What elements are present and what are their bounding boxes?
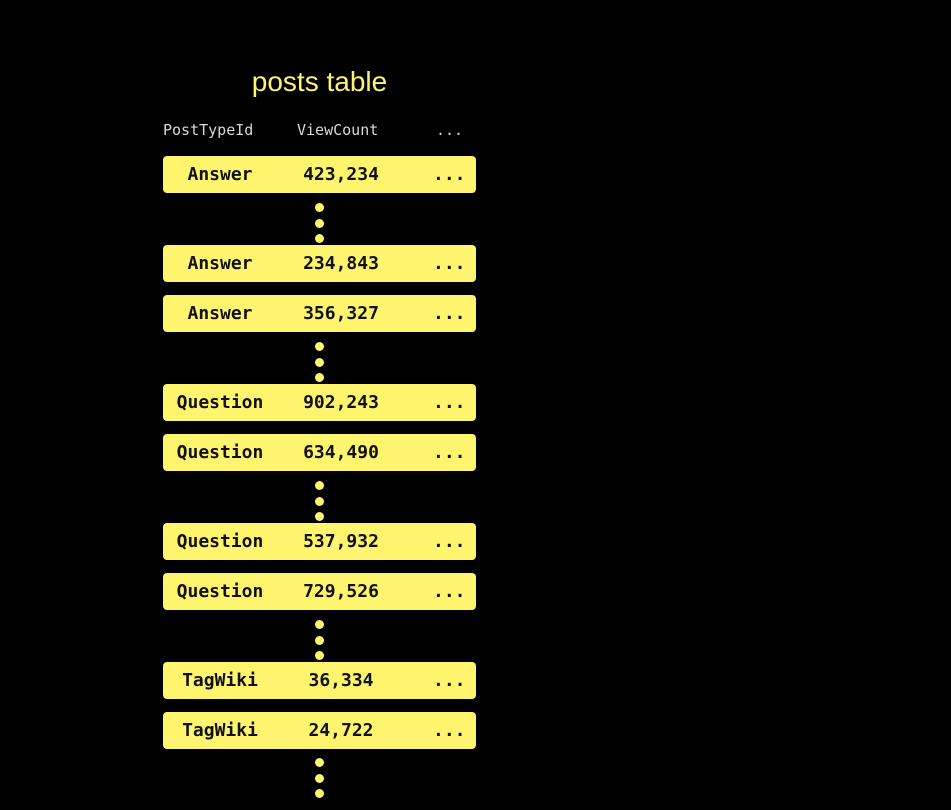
view-count-cell: 36,334 [308,670,374,691]
more-cell: ... [433,253,466,274]
more-cell: ... [433,164,466,185]
view-count-cell: 902,243 [303,392,379,413]
more-cell: ... [433,670,466,691]
ellipsis-dot [315,789,324,798]
post-type-cell: TagWiki [182,670,258,691]
post-type-cell: TagWiki [182,720,258,741]
table-row: TagWiki 24,722... [163,712,476,749]
view-count-cell: 729,526 [303,581,379,602]
more-cell: ... [433,581,466,602]
column-header-viewcount: ViewCount [297,121,379,139]
more-cell: ... [433,720,466,741]
table-row: Question 902,243... [163,384,476,421]
post-type-cell: Answer [187,303,253,324]
more-cell: ... [433,303,466,324]
more-cell: ... [433,442,466,463]
ellipsis-dot [315,758,324,767]
ellipsis-dot [315,481,324,490]
post-type-cell: Question [176,392,264,413]
table-row: Answer 234,843... [163,245,476,282]
ellipsis-dot [315,620,324,629]
view-count-cell: 24,722 [308,720,374,741]
view-count-cell: 537,932 [303,531,379,552]
table-row: Answer 356,327... [163,295,476,332]
post-type-cell: Answer [187,164,253,185]
table-row: Question 729,526... [163,573,476,610]
post-type-cell: Question [176,581,264,602]
ellipsis-dot [315,496,324,506]
column-header-more: ... [436,121,464,139]
table-row: TagWiki 36,334... [163,662,476,699]
post-type-cell: Question [176,442,264,463]
table-row: Answer 423,234... [163,156,476,193]
ellipsis-dot [315,357,324,367]
more-cell: ... [433,531,466,552]
view-count-cell: 356,327 [303,303,379,324]
ellipsis-dot [315,234,324,243]
view-count-cell: 423,234 [303,164,379,185]
table-row: Question 634,490... [163,434,476,471]
view-count-cell: 234,843 [303,253,379,274]
ellipsis-dot [315,203,324,212]
post-type-cell: Answer [187,253,253,274]
ellipsis-dot [315,635,324,645]
view-count-cell: 634,490 [303,442,379,463]
ellipsis-dot [315,651,324,660]
ellipsis-dot [315,218,324,228]
ellipsis-dot [315,512,324,521]
ellipsis-dot [315,773,324,783]
more-cell: ... [433,392,466,413]
table-row: Question 537,932... [163,523,476,560]
ellipsis-dot [315,373,324,382]
ellipsis-dot [315,342,324,351]
table-title: posts table [251,66,388,97]
column-header-posttypeid: PostTypeId [163,121,254,139]
post-type-cell: Question [176,531,264,552]
